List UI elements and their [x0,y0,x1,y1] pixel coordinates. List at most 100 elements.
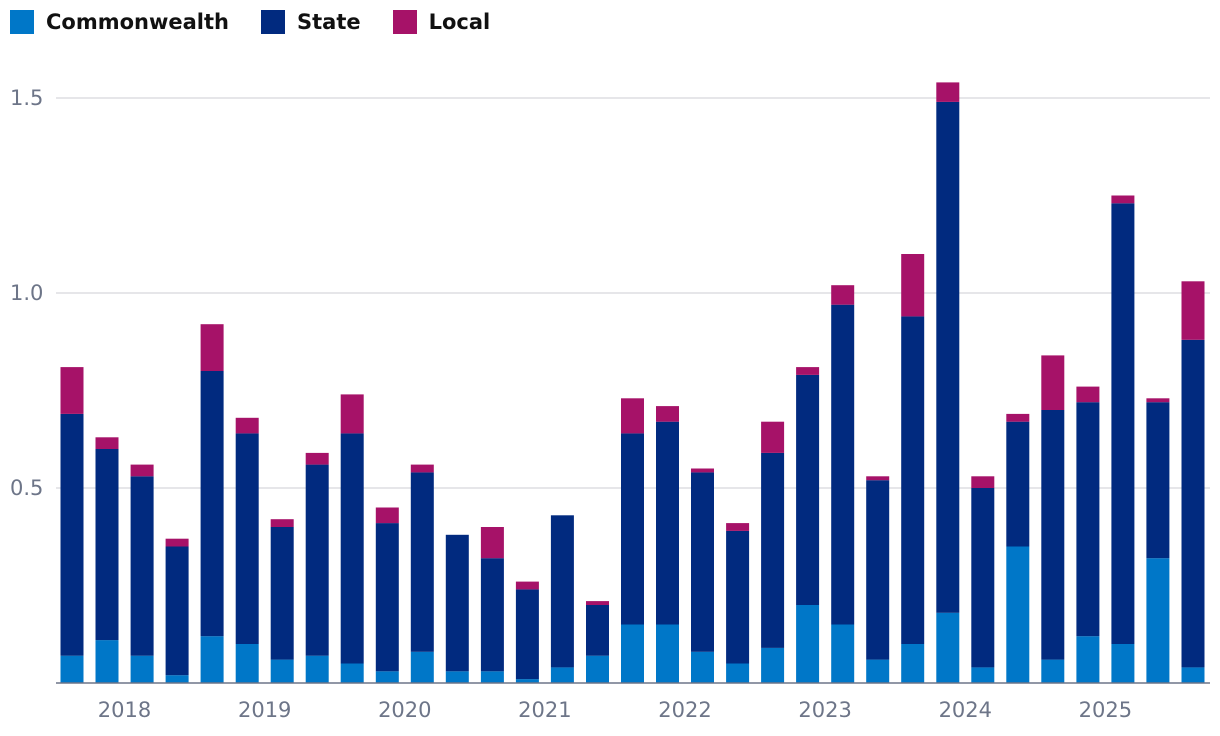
bar-commonwealth-2022Q1 [656,624,679,683]
bar-commonwealth-2022Q3 [726,663,750,683]
bar-commonwealth-2020Q2 [410,651,434,683]
bar-commonwealth-2024Q1 [936,612,960,683]
bar-local-2025Q2 [1111,195,1135,204]
bar-local-2019Q1 [235,417,259,434]
bar-commonwealth-2024Q2 [971,667,995,683]
bar-local-2024Q4 [1041,355,1065,410]
bar-local-2024Q2 [971,476,995,488]
bar-commonwealth-2018Q2 [130,655,154,683]
bar-local-2017Q4 [60,367,84,414]
bar-state-2020Q1 [375,523,399,672]
bar-local-2023Q3 [866,476,890,481]
bar-commonwealth-2021Q2 [550,667,574,683]
bar-local-2020Q1 [375,507,399,524]
bar-state-2018Q1 [95,449,119,641]
bar-commonwealth-2018Q3 [165,675,189,683]
bar-commonwealth-2024Q4 [1041,659,1065,683]
bar-state-2023Q1 [796,374,820,605]
bar-state-2019Q4 [340,433,364,664]
bar-commonwealth-2022Q2 [691,651,714,683]
legend-item-commonwealth: Commonwealth [10,10,229,34]
bar-state-2025Q4 [1181,339,1205,668]
bar-state-2020Q4 [480,558,504,672]
bar-state-2024Q4 [1041,410,1065,660]
bar-state-2025Q1 [1076,402,1100,637]
bar-commonwealth-2025Q1 [1076,636,1100,683]
bar-local-2018Q4 [200,324,224,371]
bar-local-2021Q1 [515,581,539,590]
bar-commonwealth-2018Q1 [95,640,119,683]
bar-commonwealth-2020Q4 [480,671,504,683]
bar-commonwealth-2019Q2 [270,659,294,683]
x-tick-label: 2024 [939,698,992,722]
bar-local-2021Q3 [586,601,609,605]
bar-local-2023Q4 [901,254,925,317]
bar-state-2021Q2 [550,515,574,668]
legend-item-state: State [260,10,361,34]
bar-local-2023Q2 [831,285,855,305]
bar-commonwealth-2025Q2 [1111,644,1135,683]
x-tick-label: 2019 [238,698,291,722]
bar-commonwealth-2019Q4 [340,663,364,683]
x-tick-label: 2022 [658,698,711,722]
x-tick-label: 2023 [798,698,851,722]
bar-state-2021Q4 [621,433,644,625]
bar-local-2025Q4 [1181,281,1205,340]
legend-label-local: Local [428,10,491,34]
bar-local-2020Q2 [410,464,434,473]
x-tick-label: 2025 [1079,698,1132,722]
bar-local-2018Q3 [165,538,189,547]
bar-local-2022Q4 [761,421,785,453]
legend-item-local: Local [392,10,491,34]
bar-commonwealth-2025Q4 [1181,667,1205,683]
bar-state-2023Q4 [901,316,925,644]
bar-commonwealth-2025Q3 [1146,558,1170,683]
bar-commonwealth-2017Q4 [60,655,84,683]
bar-commonwealth-2023Q2 [831,624,855,683]
y-tick-label: 0.5 [10,476,43,500]
bar-local-2019Q3 [305,452,329,465]
x-tick-label: 2018 [98,698,151,722]
bar-commonwealth-2018Q4 [200,636,224,683]
bar-commonwealth-2023Q4 [901,644,925,683]
bar-state-2022Q4 [761,452,785,648]
bar-commonwealth-2021Q3 [586,655,609,683]
bar-state-2018Q4 [200,371,224,637]
bar-commonwealth-2024Q3 [1006,546,1030,683]
legend-label-state: State [296,10,361,34]
bar-state-2021Q1 [515,589,539,680]
bar-local-2022Q2 [691,468,714,473]
bar-state-2023Q2 [831,304,855,625]
bar-local-2020Q4 [480,527,504,559]
legend-swatch-local [392,10,417,34]
bar-local-2024Q3 [1006,413,1030,422]
bar-state-2024Q3 [1006,421,1030,547]
bar-commonwealth-2019Q1 [235,644,259,683]
bar-state-2019Q2 [270,527,294,660]
legend-swatch-state [260,10,285,34]
bar-state-2017Q4 [60,413,84,656]
x-tick-label: 2021 [518,698,571,722]
bar-state-2019Q3 [305,464,329,656]
bar-state-2021Q3 [586,605,609,656]
bar-state-2022Q1 [656,421,679,625]
bar-state-2020Q2 [410,472,434,652]
bar-local-2019Q2 [270,519,294,527]
bar-state-2023Q3 [866,480,890,660]
bar-local-2018Q1 [95,437,119,449]
legend: Commonwealth State Local [10,10,522,34]
bar-commonwealth-2023Q1 [796,605,820,683]
bar-state-2019Q1 [235,433,259,644]
bar-state-2025Q3 [1146,402,1170,559]
bar-state-2024Q1 [936,101,960,613]
bar-local-2019Q4 [340,394,364,434]
bar-local-2023Q1 [796,367,820,375]
bar-state-2022Q2 [691,472,714,652]
bar-state-2018Q2 [130,476,154,656]
bar-commonwealth-2022Q4 [761,647,785,683]
bar-commonwealth-2021Q4 [621,624,644,683]
bar-commonwealth-2021Q1 [515,679,539,683]
bar-commonwealth-2020Q1 [375,671,399,683]
bar-local-2022Q3 [726,523,750,531]
